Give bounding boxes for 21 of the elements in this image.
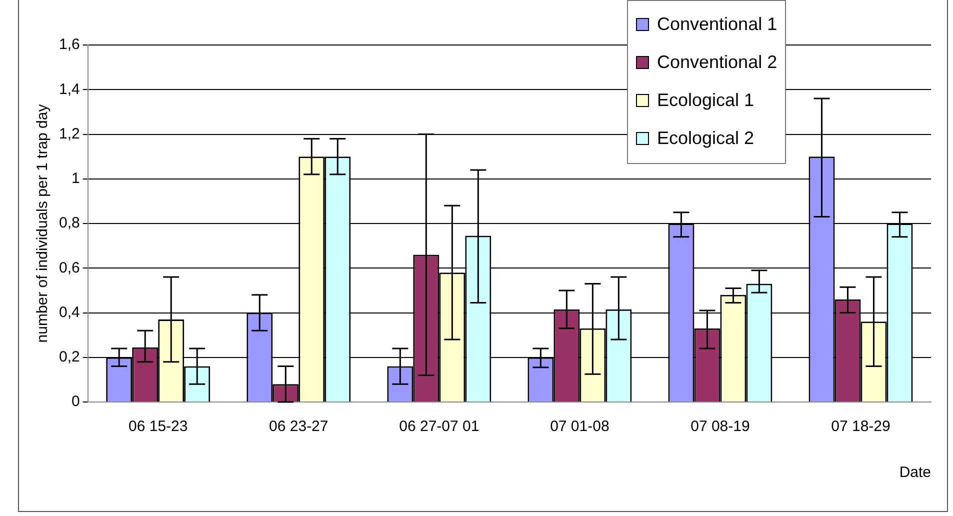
x-tick-label: 07 01-08 <box>550 418 610 436</box>
y-tick-label: 0,4 <box>58 304 80 321</box>
legend-label: Conventional 2 <box>657 52 778 72</box>
x-axis-title: Date <box>899 464 931 482</box>
y-tick-label: 0,2 <box>58 348 80 366</box>
x-tick-label: 06 15-23 <box>128 418 188 436</box>
x-tick-label: 07 08-19 <box>690 418 750 436</box>
y-tick-label: 0 <box>72 393 80 410</box>
y-tick-label: 0,8 <box>58 214 80 232</box>
legend-label: Ecological 1 <box>657 90 754 110</box>
y-tick-label: 1,2 <box>58 125 80 142</box>
legend-label: Ecological 2 <box>657 128 754 148</box>
legend-label: Conventional 1 <box>657 14 778 34</box>
x-tick-label: 07 18-29 <box>831 418 890 436</box>
y-tick-label: 0,6 <box>58 259 80 276</box>
y-tick-label: 1,6 <box>58 36 80 54</box>
x-tick-label: 06 27-07 01 <box>399 418 480 436</box>
y-axis-title: number of individuals per 1 trap day <box>34 104 52 343</box>
y-tick-label: 1 <box>72 170 80 188</box>
y-tick-label: 1,4 <box>58 80 80 98</box>
x-tick-label: 06 23-27 <box>269 418 328 436</box>
